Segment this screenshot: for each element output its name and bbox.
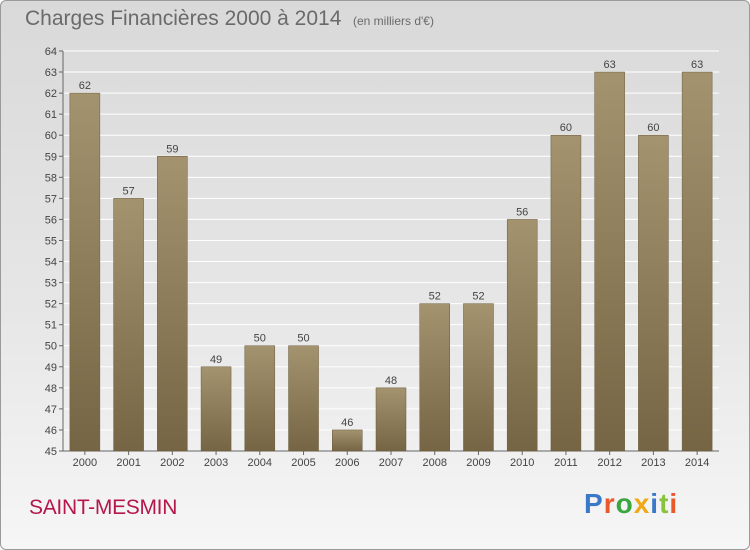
bar-2005: [288, 345, 319, 452]
bar-2002: [157, 156, 188, 452]
data-label-2001: 57: [122, 185, 134, 197]
bar-2012: [594, 71, 625, 452]
x-tick-label-2000: 2000: [73, 457, 97, 469]
data-label-2009: 52: [472, 291, 484, 303]
y-tick-label: 60: [45, 130, 57, 142]
data-label-2005: 50: [297, 333, 309, 345]
x-tick-label-2007: 2007: [379, 457, 403, 469]
bar-2011: [550, 134, 582, 452]
x-tick-label-2002: 2002: [160, 457, 184, 469]
y-tick-label: 48: [45, 383, 57, 395]
bar-2008: [419, 303, 450, 452]
chart-subtitle: (en milliers d'€): [353, 14, 434, 28]
bar-2010: [506, 219, 538, 452]
bar-2007: [375, 387, 407, 452]
commune-name: SAINT-MESMIN: [29, 496, 178, 519]
y-tick-label: 45: [45, 446, 57, 458]
y-tick-label: 55: [45, 235, 57, 247]
bar-2009: [463, 303, 494, 452]
y-tick-label: 57: [45, 193, 57, 205]
data-label-2007: 48: [385, 375, 397, 387]
data-label-2004: 50: [254, 333, 266, 345]
bar-2004: [244, 345, 276, 452]
y-tick-label: 47: [45, 404, 57, 416]
y-tick-label: 63: [45, 67, 57, 79]
y-tick-label: 56: [45, 214, 57, 226]
x-tick-label-2009: 2009: [466, 457, 490, 469]
data-label-2002: 59: [166, 143, 178, 155]
y-tick-label: 64: [45, 46, 57, 58]
proxiti-logo[interactable]: Proxiti: [584, 488, 678, 520]
data-label-2014: 63: [691, 59, 703, 71]
bar-2014: [681, 71, 713, 452]
x-tick-label-2011: 2011: [554, 457, 578, 469]
y-tick-label: 52: [45, 299, 57, 311]
y-tick-label: 51: [45, 320, 57, 332]
bars: [69, 71, 713, 452]
x-tick-label-2014: 2014: [685, 457, 709, 469]
data-label-2011: 60: [560, 122, 572, 134]
x-tick-label-2010: 2010: [510, 457, 534, 469]
y-tick-label: 61: [45, 109, 57, 121]
y-tick-label: 54: [45, 257, 57, 269]
x-tick-label-2004: 2004: [248, 457, 272, 469]
x-tick-label-2012: 2012: [597, 457, 621, 469]
logo-letter: i: [650, 488, 660, 519]
logo-letter: x: [633, 488, 651, 519]
data-label-2003: 49: [210, 354, 222, 366]
labels: 62 57 59 49 50 50 46 48 52 52 56 60 63 60 63: [79, 59, 704, 429]
x-tick-label-2008: 2008: [422, 457, 446, 469]
data-label-2000: 62: [79, 80, 91, 92]
y-tick-label: 58: [45, 172, 57, 184]
data-label-2013: 60: [647, 122, 659, 134]
bar-2006: [332, 429, 363, 452]
data-label-2012: 63: [604, 59, 616, 71]
logo-letter: i: [669, 488, 679, 519]
y-tick-label: 62: [45, 88, 57, 100]
x-tick-label-2013: 2013: [641, 457, 665, 469]
data-label-2008: 52: [429, 291, 441, 303]
x-tick-label-2006: 2006: [335, 457, 359, 469]
y-tick-label: 49: [45, 362, 57, 374]
bar-2000: [69, 92, 101, 452]
data-label-2010: 56: [516, 206, 528, 218]
chart-title: Charges Financières 2000 à 2014: [25, 7, 342, 30]
y-tick-label: 53: [45, 278, 57, 290]
y-tick-label: 46: [45, 425, 57, 437]
data-label-2006: 46: [341, 417, 353, 429]
x-tick-label-2001: 2001: [116, 457, 140, 469]
bar-2003: [200, 366, 232, 452]
bar-2013: [638, 134, 669, 452]
x-tick-label-2005: 2005: [291, 457, 315, 469]
logo-letter: t: [659, 488, 670, 519]
logo-letter: r: [603, 488, 616, 519]
y-tick-label: 50: [45, 341, 57, 353]
logo-letter: P: [584, 488, 604, 519]
logo-letter: o: [615, 488, 634, 519]
y-tick-label: 59: [45, 151, 57, 163]
bar-2001: [113, 198, 144, 452]
x-tick-label-2003: 2003: [204, 457, 228, 469]
